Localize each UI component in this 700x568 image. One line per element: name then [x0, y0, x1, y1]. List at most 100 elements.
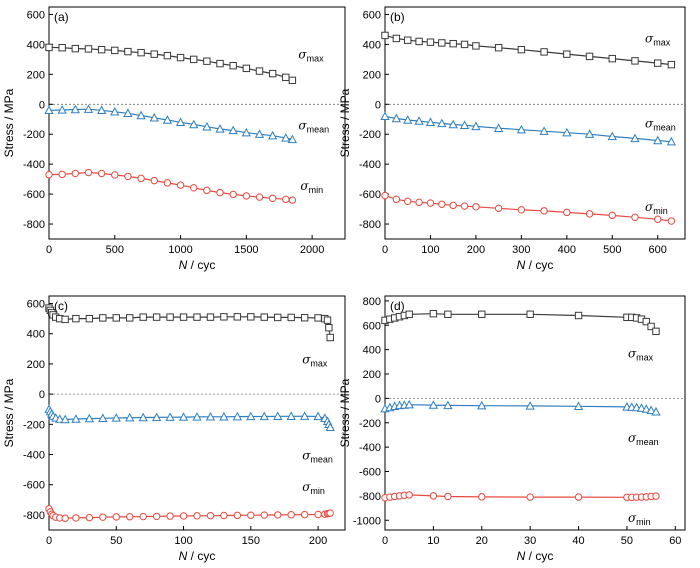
y-tick-label: -800: [23, 219, 45, 231]
data-point: [415, 198, 423, 207]
x-tick-label: 60: [669, 535, 681, 547]
data-point: [428, 400, 439, 409]
data-point: [493, 123, 504, 132]
x-tick-label: 500: [106, 244, 124, 256]
y-tick-label: -200: [23, 129, 45, 141]
data-point: [288, 76, 297, 85]
data-point: [574, 493, 583, 501]
x-tick-label: 100: [174, 535, 192, 547]
x-tick-label: 50: [110, 535, 122, 547]
data-point: [438, 39, 446, 47]
data-point: [494, 44, 503, 52]
data-point: [176, 53, 185, 62]
series-max: σmax: [381, 31, 676, 69]
data-point: [55, 414, 65, 423]
series-label: σmin: [645, 200, 668, 216]
chart-panel-c: 0 50 100 150 200 -800 -600 -400 -200 0 200 400 600 N …: [2, 295, 346, 563]
series-max: σmax: [45, 304, 334, 369]
data-point: [286, 411, 296, 421]
data-point: [229, 190, 237, 199]
x-tick-label: 0: [382, 535, 388, 547]
data-point: [287, 313, 295, 322]
data-point: [202, 121, 212, 131]
x-tick-label: 50: [621, 535, 633, 547]
x-axis-label: N / cyc: [179, 258, 216, 272]
data-point: [426, 38, 435, 46]
series-mean: σmean: [380, 399, 661, 447]
data-point: [667, 217, 676, 225]
data-point: [247, 313, 255, 321]
y-tick-label: 400: [363, 345, 381, 357]
data-point: [653, 135, 663, 145]
y-tick-label: 600: [27, 299, 45, 311]
data-point: [323, 316, 332, 324]
series-line: [48, 307, 331, 338]
data-point: [651, 406, 661, 416]
data-point: [138, 412, 148, 422]
data-point: [381, 31, 389, 40]
x-tick-label: 20: [476, 535, 488, 547]
data-point: [268, 194, 277, 202]
series-label: σmean: [302, 448, 333, 464]
y-tick-label: 0: [375, 99, 381, 111]
y-axis-label: Stress / MPa: [2, 88, 16, 157]
series-max: σmax: [381, 309, 660, 362]
data-point: [124, 47, 132, 56]
series-label: σmax: [645, 32, 671, 48]
panel-label: (a): [54, 10, 69, 24]
data-point: [175, 117, 186, 126]
data-point: [84, 413, 95, 423]
data-point: [516, 124, 527, 134]
x-tick-label: 500: [603, 244, 621, 256]
panel-label: (d): [390, 299, 405, 313]
data-point: [216, 59, 224, 68]
data-point: [287, 134, 298, 144]
data-point: [540, 48, 548, 56]
data-point: [392, 34, 401, 43]
x-axis-label: N / cyc: [179, 549, 216, 563]
data-point: [85, 513, 94, 522]
data-point: [326, 333, 334, 342]
data-point: [607, 131, 617, 141]
series-max: σmax: [45, 43, 324, 85]
data-point: [242, 192, 251, 200]
panel-label: (c): [54, 299, 68, 313]
data-point: [631, 57, 639, 65]
data-point: [652, 492, 660, 500]
x-tick-label: 400: [558, 244, 576, 256]
x-tick-label: 10: [427, 535, 439, 547]
data-point: [438, 200, 446, 208]
data-point: [404, 399, 414, 409]
data-point: [189, 119, 199, 129]
data-point: [61, 315, 69, 324]
data-point: [449, 39, 457, 48]
data-point: [666, 136, 677, 146]
data-point: [220, 313, 228, 321]
plot-frame: [384, 295, 686, 531]
data-point: [166, 313, 174, 321]
data-point: [71, 169, 80, 178]
data-point: [574, 311, 583, 320]
data-point: [84, 45, 93, 53]
y-tick-label: 600: [363, 9, 381, 21]
data-point: [206, 511, 215, 520]
series-label: σmin: [300, 179, 323, 195]
data-point: [137, 174, 145, 183]
data-point: [206, 313, 215, 321]
data-point: [282, 73, 290, 82]
y-tick-label: -800: [359, 491, 381, 503]
data-point: [45, 43, 53, 52]
data-point: [112, 314, 120, 322]
data-point: [126, 513, 134, 521]
y-tick-label: -800: [359, 219, 381, 231]
data-point: [137, 48, 145, 57]
data-point: [403, 115, 413, 124]
plot-frame: [48, 6, 346, 240]
data-point: [268, 130, 278, 140]
data-point: [97, 169, 106, 178]
x-axis-label: N / cyc: [517, 549, 554, 563]
data-point: [203, 57, 211, 65]
data-point: [83, 104, 94, 113]
data-point: [163, 179, 172, 187]
data-point: [472, 42, 480, 50]
